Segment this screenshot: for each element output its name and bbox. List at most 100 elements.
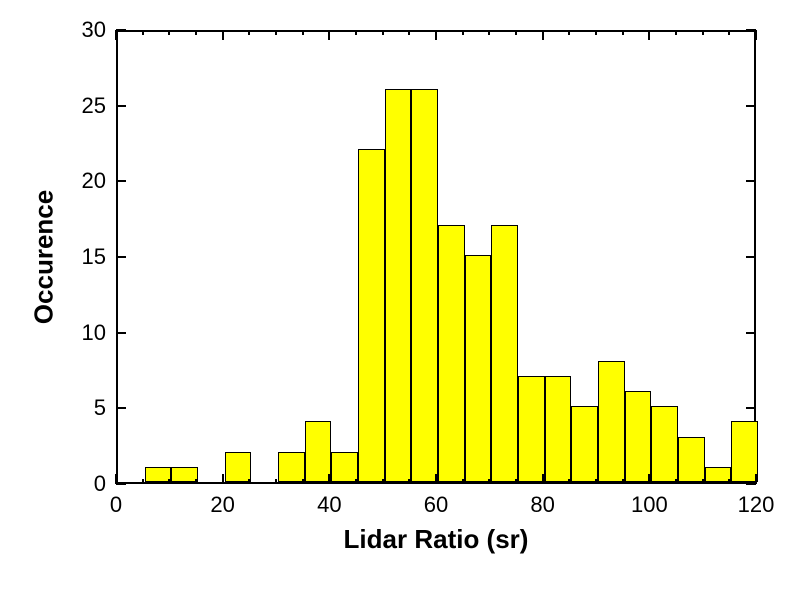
x-minor-tick [568, 30, 570, 35]
x-minor-tick [142, 479, 144, 484]
x-minor-tick [248, 479, 250, 484]
x-minor-tick [488, 30, 490, 35]
x-tick-label: 120 [738, 492, 775, 518]
histogram-bar [571, 406, 598, 482]
histogram-bar [278, 452, 305, 482]
x-tick [222, 30, 224, 40]
histogram-bar [625, 391, 652, 482]
x-tick [648, 30, 650, 40]
x-tick [435, 474, 437, 484]
y-tick [746, 180, 756, 182]
y-tick-label: 5 [94, 395, 106, 421]
histogram-bar [305, 421, 332, 482]
histogram-bar [465, 255, 492, 482]
y-tick-label: 10 [82, 320, 106, 346]
histogram-bar [145, 467, 172, 482]
x-minor-tick [195, 30, 197, 35]
x-minor-tick [302, 30, 304, 35]
x-minor-tick [515, 30, 517, 35]
y-tick [746, 29, 756, 31]
x-minor-tick [568, 479, 570, 484]
x-minor-tick [168, 30, 170, 35]
x-minor-tick [622, 30, 624, 35]
y-tick [746, 407, 756, 409]
x-minor-tick [675, 479, 677, 484]
x-minor-tick [622, 479, 624, 484]
y-tick [746, 105, 756, 107]
x-minor-tick [248, 30, 250, 35]
y-tick [116, 180, 126, 182]
histogram-bar [518, 376, 545, 482]
x-minor-tick [168, 479, 170, 484]
histogram-bar [411, 89, 438, 482]
x-tick-label: 20 [210, 492, 234, 518]
y-tick [116, 407, 126, 409]
x-tick [542, 30, 544, 40]
x-minor-tick [702, 479, 704, 484]
x-minor-tick [488, 479, 490, 484]
x-tick [542, 474, 544, 484]
x-minor-tick [462, 479, 464, 484]
histogram-bar [598, 361, 625, 482]
x-minor-tick [275, 479, 277, 484]
histogram-bar [438, 225, 465, 482]
x-tick-label: 80 [530, 492, 554, 518]
y-tick-label: 20 [82, 168, 106, 194]
x-minor-tick [515, 479, 517, 484]
x-minor-tick [302, 479, 304, 484]
y-tick-label: 15 [82, 244, 106, 270]
y-tick [746, 256, 756, 258]
histogram-bar [705, 467, 732, 482]
x-minor-tick [462, 30, 464, 35]
x-tick-label: 40 [317, 492, 341, 518]
x-minor-tick [355, 479, 357, 484]
y-tick [746, 332, 756, 334]
x-tick [328, 474, 330, 484]
y-tick [116, 332, 126, 334]
x-tick-label: 0 [110, 492, 122, 518]
y-tick-label: 0 [94, 471, 106, 497]
y-tick [116, 105, 126, 107]
histogram-bar [358, 149, 385, 482]
x-tick [648, 474, 650, 484]
x-minor-tick [675, 30, 677, 35]
x-minor-tick [728, 30, 730, 35]
x-minor-tick [408, 30, 410, 35]
x-minor-tick [595, 30, 597, 35]
histogram-bar [651, 406, 678, 482]
x-minor-tick [142, 30, 144, 35]
histogram-bar [545, 376, 572, 482]
x-minor-tick [275, 30, 277, 35]
x-minor-tick [355, 30, 357, 35]
y-tick [116, 29, 126, 31]
histogram-bar [171, 467, 198, 482]
x-minor-tick [382, 479, 384, 484]
histogram-bar [385, 89, 412, 482]
x-minor-tick [408, 479, 410, 484]
x-minor-tick [195, 479, 197, 484]
x-tick [435, 30, 437, 40]
y-axis-label: Occurence [29, 190, 60, 324]
x-tick [328, 30, 330, 40]
x-minor-tick [595, 479, 597, 484]
y-tick-label: 30 [82, 17, 106, 43]
histogram-bar [331, 452, 358, 482]
y-tick [116, 256, 126, 258]
x-axis-label: Lidar Ratio (sr) [344, 524, 529, 555]
histogram-bar [491, 225, 518, 482]
x-tick-label: 100 [631, 492, 668, 518]
x-tick [222, 474, 224, 484]
y-tick [746, 483, 756, 485]
x-tick [115, 30, 117, 40]
x-tick-label: 60 [424, 492, 448, 518]
histogram-bar [731, 421, 758, 482]
histogram-chart: Lidar Ratio (sr) Occurence 0204060801001… [0, 0, 808, 599]
x-minor-tick [702, 30, 704, 35]
histogram-bar [225, 452, 252, 482]
histogram-bar [678, 437, 705, 482]
x-minor-tick [728, 479, 730, 484]
x-tick [755, 30, 757, 40]
y-tick [116, 483, 126, 485]
plot-area [116, 30, 756, 484]
y-tick-label: 25 [82, 93, 106, 119]
